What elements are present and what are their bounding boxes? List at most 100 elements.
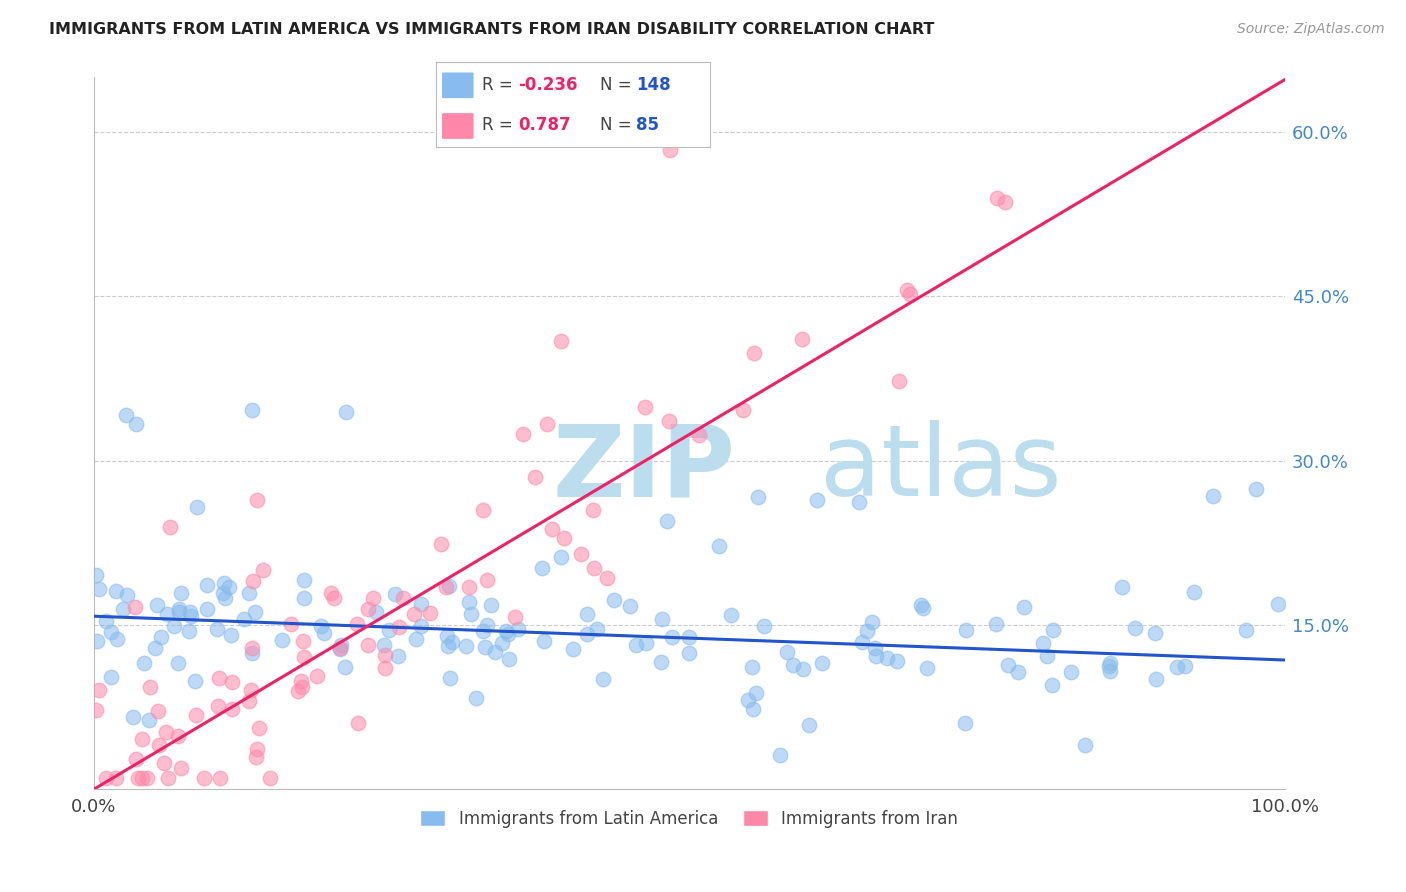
Point	[135, 771, 157, 785]
Point	[292, 573, 315, 587]
Point	[335, 405, 357, 419]
Point	[170, 761, 193, 775]
Point	[104, 583, 127, 598]
Point	[1123, 621, 1146, 635]
Point	[122, 710, 145, 724]
Point	[848, 494, 870, 508]
Point	[707, 539, 730, 553]
Point	[541, 522, 564, 536]
Point	[105, 771, 128, 785]
Point	[155, 724, 177, 739]
Point	[806, 493, 828, 508]
Point	[896, 283, 918, 297]
Point	[167, 605, 190, 619]
Point	[1267, 597, 1289, 611]
Point	[536, 417, 558, 431]
Point	[329, 638, 352, 652]
Point	[1099, 665, 1122, 679]
Point	[105, 632, 128, 647]
Point	[207, 671, 229, 685]
Point	[661, 630, 683, 644]
Point	[221, 702, 243, 716]
Point	[472, 503, 495, 517]
Point	[915, 661, 938, 675]
Point	[986, 616, 1008, 631]
Point	[636, 636, 658, 650]
Point	[720, 607, 742, 622]
Point	[392, 591, 415, 605]
Point	[233, 612, 256, 626]
Point	[96, 614, 118, 628]
Point	[411, 597, 433, 611]
Point	[741, 702, 763, 716]
Point	[498, 652, 520, 666]
Text: Source: ZipAtlas.com: Source: ZipAtlas.com	[1237, 22, 1385, 37]
Text: ZIP: ZIP	[553, 420, 735, 517]
Point	[860, 615, 883, 629]
Point	[89, 682, 111, 697]
Point	[997, 658, 1019, 673]
Point	[856, 624, 879, 638]
Point	[419, 606, 441, 620]
Point	[506, 622, 529, 636]
Point	[1111, 580, 1133, 594]
Point	[595, 571, 617, 585]
Point	[280, 617, 302, 632]
Point	[575, 626, 598, 640]
Point	[374, 648, 396, 662]
Point	[240, 646, 263, 660]
Point	[553, 532, 575, 546]
Point	[898, 286, 921, 301]
Point	[252, 563, 274, 577]
Point	[441, 635, 464, 649]
Point	[1098, 657, 1121, 671]
Point	[741, 660, 763, 674]
Point	[797, 718, 820, 732]
Point	[242, 641, 264, 656]
Point	[986, 191, 1008, 205]
Point	[1060, 665, 1083, 680]
Point	[387, 648, 409, 663]
Point	[177, 624, 200, 639]
Point	[143, 641, 166, 656]
Point	[634, 400, 657, 414]
Point	[430, 537, 453, 551]
Point	[458, 595, 481, 609]
Point	[1174, 659, 1197, 673]
Point	[321, 586, 343, 600]
Point	[911, 601, 934, 615]
Point	[575, 607, 598, 621]
Point	[460, 607, 482, 622]
FancyBboxPatch shape	[441, 112, 474, 139]
Point	[454, 640, 477, 654]
Point	[134, 656, 156, 670]
Point	[496, 626, 519, 640]
Point	[768, 747, 790, 762]
Point	[1182, 584, 1205, 599]
Point	[886, 654, 908, 668]
Text: R =: R =	[482, 116, 523, 134]
Point	[626, 638, 648, 652]
Point	[163, 618, 186, 632]
Point	[221, 675, 243, 690]
Point	[184, 673, 207, 688]
Point	[465, 690, 488, 705]
Text: 0.787: 0.787	[517, 116, 571, 134]
Point	[910, 598, 932, 612]
Point	[1236, 623, 1258, 637]
Text: -0.236: -0.236	[517, 76, 578, 94]
Text: 148: 148	[636, 76, 671, 94]
Point	[373, 638, 395, 652]
Point	[363, 591, 385, 605]
Point	[374, 661, 396, 675]
Point	[100, 670, 122, 684]
Point	[292, 650, 315, 665]
Point	[366, 605, 388, 619]
Point	[124, 599, 146, 614]
Point	[737, 693, 759, 707]
Point	[790, 332, 813, 346]
Point	[742, 345, 765, 359]
Legend: Immigrants from Latin America, Immigrants from Iran: Immigrants from Latin America, Immigrant…	[413, 803, 965, 834]
Point	[955, 623, 977, 637]
Point	[1144, 672, 1167, 686]
